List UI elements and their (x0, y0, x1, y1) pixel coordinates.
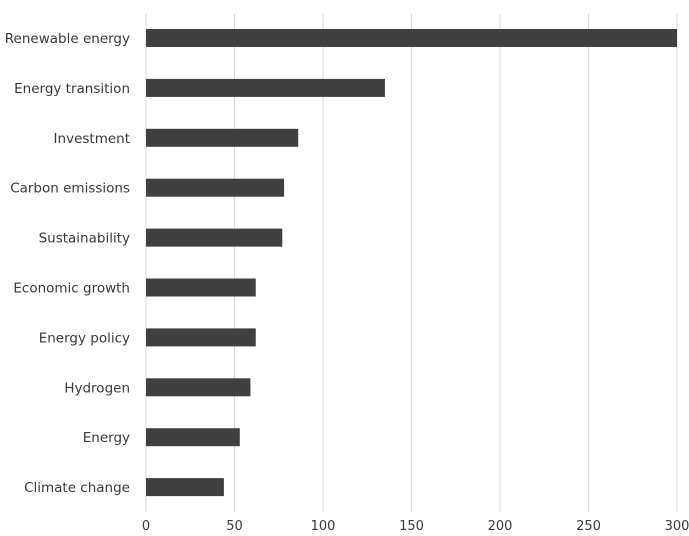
bar-climate-change (146, 478, 224, 497)
bar-sustainability (146, 228, 283, 247)
bar-investment (146, 128, 299, 147)
x-tick-label: 50 (226, 519, 243, 534)
bar-renewable-energy (146, 29, 677, 47)
bar-economic-growth (146, 278, 256, 297)
category-label: Carbon emissions (10, 181, 130, 197)
bar-energy-policy (146, 328, 256, 347)
x-tick-label: 0 (142, 519, 150, 534)
category-label: Energy transition (14, 81, 130, 97)
bars (146, 29, 677, 497)
category-label: Energy policy (39, 330, 130, 346)
category-label: Investment (54, 131, 130, 147)
gridlines (145, 14, 678, 512)
x-tick-label: 200 (488, 519, 513, 534)
x-tick-label: 250 (576, 519, 601, 534)
bar-carbon-emissions (146, 178, 285, 197)
bar-hydrogen (146, 378, 251, 397)
category-label: Economic growth (13, 281, 130, 297)
category-label: Sustainability (39, 231, 130, 247)
category-label: Renewable energy (5, 31, 130, 47)
category-label: Climate change (24, 480, 130, 496)
x-axis-tick-labels: 0 50 100 150 200 250 300 (142, 519, 689, 534)
x-tick-label: 150 (399, 519, 424, 534)
category-label: Hydrogen (64, 380, 130, 396)
category-label: Energy (83, 430, 130, 446)
x-tick-label: 100 (311, 519, 336, 534)
bar-energy-transition (146, 78, 385, 97)
bar-energy (146, 428, 240, 447)
x-tick-label: 300 (665, 519, 689, 534)
category-labels: Renewable energy Energy transition Investm… (5, 31, 130, 496)
